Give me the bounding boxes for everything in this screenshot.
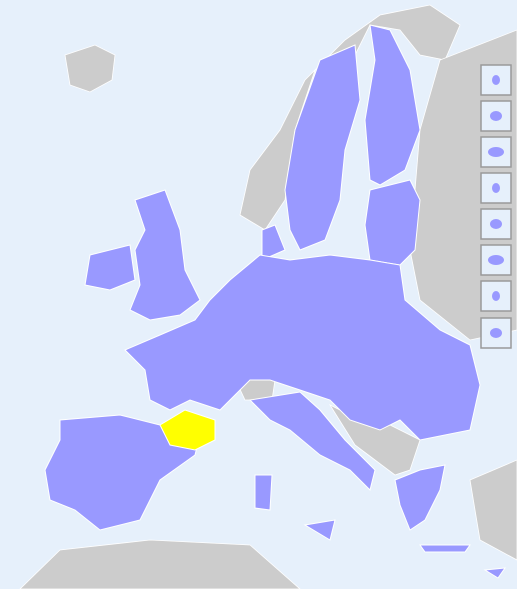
sweden	[284, 44, 361, 251]
crete	[419, 544, 471, 553]
inset-boxes	[480, 64, 512, 349]
sicily	[303, 519, 336, 541]
inset-region	[490, 328, 502, 338]
highlighted-region	[159, 409, 216, 451]
inset-box	[480, 208, 512, 240]
inset-box	[480, 317, 512, 349]
north-africa	[19, 539, 301, 589]
italy	[248, 391, 376, 491]
finland	[364, 24, 421, 186]
great-britain	[129, 189, 201, 321]
greece	[394, 464, 446, 531]
inset-region	[490, 111, 502, 121]
denmark	[261, 224, 286, 261]
inset-region	[488, 147, 504, 157]
iceland	[64, 44, 116, 93]
turkey	[469, 459, 517, 561]
sardinia	[254, 474, 273, 511]
member-regions	[44, 24, 507, 579]
ireland	[84, 244, 136, 291]
inset-region	[488, 255, 504, 265]
baltics	[364, 179, 421, 266]
cyprus	[483, 567, 507, 579]
inset-region	[492, 183, 500, 193]
inset-region	[492, 75, 500, 85]
inset-region	[492, 291, 500, 301]
inset-region	[490, 219, 502, 229]
central-europe	[124, 254, 481, 441]
